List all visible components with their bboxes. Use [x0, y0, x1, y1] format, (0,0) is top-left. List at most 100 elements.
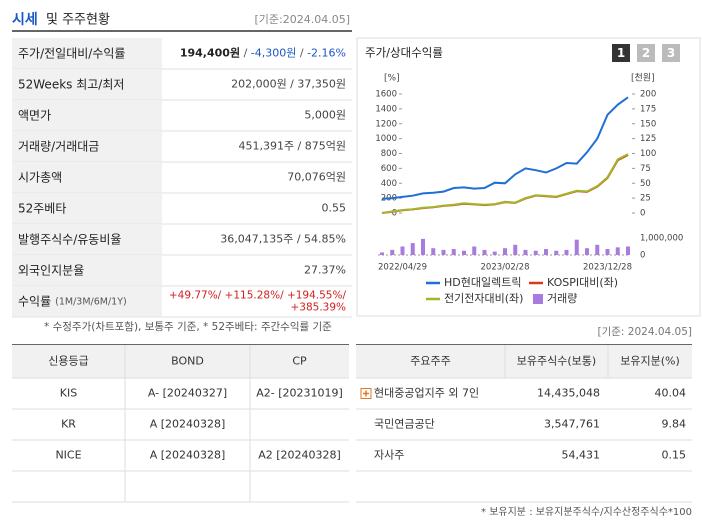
holder-stake: 40.04 — [655, 387, 687, 400]
label-cell — [12, 193, 162, 224]
label-text: 발행주식수/유동비율 — [18, 231, 121, 246]
header-cell: BOND — [171, 355, 204, 368]
cell: NICE — [55, 449, 81, 462]
series-line — [381, 96, 629, 200]
section-subtitle: 및 주주현황 — [46, 13, 110, 28]
label-text: 52주베타 — [18, 201, 66, 215]
y2-tick-label: 25 — [640, 194, 651, 204]
row-value: 0.55 — [322, 202, 347, 215]
volume-bar — [390, 249, 395, 255]
volume-bar — [513, 244, 518, 255]
y2-tick-label: 100 — [640, 149, 656, 159]
volume-bar — [564, 249, 569, 255]
y2-tick-label: 50 — [640, 179, 651, 189]
volume-bar — [554, 250, 559, 255]
chart-title: 주가/상대수익률 — [365, 46, 443, 60]
label-text: 수익률 — [18, 294, 51, 308]
holder-shares: 54,431 — [562, 449, 601, 462]
volume-bar — [451, 249, 456, 255]
holder-name: 현대중공업지주 외 7인 — [374, 387, 479, 400]
date: [기준: 2024.04.05] — [597, 326, 692, 338]
volume-bar — [585, 248, 589, 255]
label-cell — [12, 69, 162, 100]
row-value: 202,000원 / 37,350원 — [231, 78, 346, 91]
row-label: 주가/전일대비/수익률 — [18, 46, 125, 60]
holder-stake: 9.84 — [662, 418, 687, 431]
volume-tick-label: 1,000,000 — [640, 234, 683, 244]
header-cell: 신용등급 — [48, 355, 88, 368]
page-button[interactable] — [662, 44, 680, 62]
value-part: 70,076억원 — [287, 171, 346, 184]
row-label: 거래량/거래대금 — [18, 139, 99, 153]
row-value: 194,400원 / -4,300원 / -2.16% — [180, 46, 346, 60]
cell: A [20240328] — [150, 449, 226, 462]
volume-bar — [605, 249, 610, 255]
volume-bar — [492, 251, 497, 255]
page-button-label: 2 — [642, 46, 650, 60]
return-line: +49.77%/ +115.28%/ +194.55%/ — [169, 290, 347, 302]
legend-label: 거래량 — [547, 292, 577, 305]
value-part: 5,000원 — [304, 109, 346, 122]
page-button-label: 1 — [617, 46, 625, 60]
series-line — [381, 153, 629, 214]
x-tick-label: 2023/02/28 — [481, 263, 530, 273]
row-value: 36,047,135주 / 54.85% — [220, 233, 346, 246]
row-value: 70,076억원 — [287, 171, 346, 184]
value-part: 451,391주 / 875억원 — [238, 140, 346, 153]
header-cell: 주요주주 — [410, 355, 450, 368]
legend-swatch — [533, 294, 543, 304]
holder-name: 국민연금공단 — [374, 418, 435, 431]
y-axis-unit: [%] — [384, 74, 400, 84]
page-button[interactable] — [637, 44, 655, 62]
label-note: (1M/3M/6M/1Y) — [55, 296, 127, 307]
y-tick-label: 1600 — [375, 90, 397, 100]
volume-bar — [380, 252, 384, 255]
row-value: 5,000원 — [304, 109, 346, 122]
cell: A2- [20231019] — [256, 387, 343, 400]
y2-axis-unit: [천원] — [631, 73, 655, 84]
label-cell — [12, 162, 162, 193]
row-label: 52주베타 — [18, 201, 66, 215]
label-text: 시가총액 — [18, 170, 62, 184]
holder-name: 자사주 — [374, 449, 404, 462]
page-button[interactable] — [612, 44, 630, 62]
y-tick-label: 800 — [381, 149, 397, 159]
volume-bar — [615, 247, 620, 255]
row-label: 52Weeks 최고/최저 — [18, 77, 124, 91]
cell: KR — [61, 418, 76, 431]
volume-bar — [574, 239, 579, 255]
value-part: 27.37% — [304, 264, 346, 277]
cell: A [20240328] — [150, 418, 226, 431]
legend-label: KOSPI대비(좌) — [547, 276, 618, 289]
y2-tick-label: 150 — [640, 119, 656, 129]
cell: KIS — [60, 387, 77, 400]
label-text: 액면가 — [18, 108, 51, 122]
label-text: 주가/전일대비/수익률 — [18, 46, 125, 60]
chart-panel — [356, 37, 701, 317]
legend-label: 전기전자대비(좌) — [444, 292, 523, 305]
label-cell — [12, 100, 162, 131]
label-cell — [12, 38, 162, 69]
label-cell — [12, 286, 162, 317]
cell: A- [20240327] — [148, 387, 227, 400]
note: * 수정주가(차트포함), 보통주 기준, * 52주베타: 주간수익률 기준 — [44, 321, 332, 333]
header-cell: 보유주식수(보통) — [517, 355, 596, 368]
volume-bar — [410, 243, 415, 255]
y-tick-label: 1200 — [375, 119, 397, 129]
value-part: 36,047,135주 / 54.85% — [220, 233, 346, 246]
volume-bar — [472, 246, 477, 255]
label-text: 외국인지분율 — [18, 263, 84, 277]
section-title: 시세 — [12, 12, 38, 28]
header-cell: CP — [292, 355, 307, 368]
volume-bar — [431, 248, 436, 255]
note: * 보유지분 : 보유지분주식수/지수산정주식수*100 — [481, 506, 692, 518]
label-text: 52Weeks 최고/최저 — [18, 77, 124, 91]
row-label: 발행주식수/유동비율 — [18, 231, 121, 246]
x-tick-label: 2022/04/29 — [378, 263, 427, 273]
volume-bar — [400, 246, 405, 255]
volume-bar — [421, 238, 425, 255]
header-row — [12, 345, 349, 378]
volume-bar — [462, 250, 466, 255]
return-line: +385.39% — [290, 302, 346, 314]
